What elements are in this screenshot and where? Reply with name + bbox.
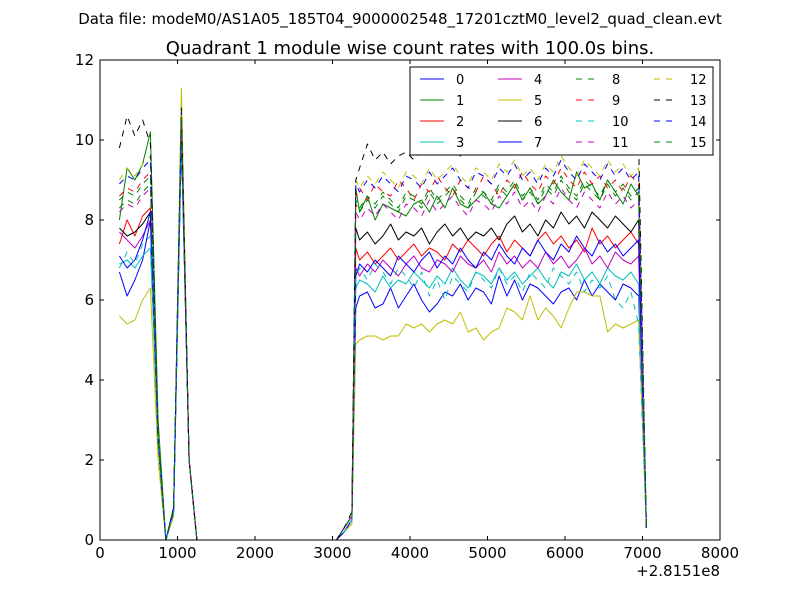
series-line-0 (118, 139, 647, 540)
series-line-5 (119, 87, 647, 540)
legend-label-10: 10 (612, 115, 629, 130)
legend-label-1: 1 (456, 94, 464, 109)
x-tick-label: 5000 (468, 544, 506, 562)
legend-label-13: 13 (690, 94, 707, 109)
series-line-4 (119, 123, 647, 540)
series-line-15 (119, 115, 647, 540)
x-tick-label: 0 (95, 544, 105, 562)
legend-label-9: 9 (612, 94, 620, 109)
y-tick-label: 8 (84, 211, 94, 229)
series-line-11 (119, 123, 647, 540)
legend-label-0: 0 (456, 73, 464, 88)
series-line-3 (119, 135, 647, 540)
y-tick-label: 0 (84, 531, 94, 549)
y-tick-label: 12 (75, 51, 94, 69)
y-tick-label: 6 (84, 291, 94, 309)
x-tick-label: 2000 (236, 544, 274, 562)
legend-label-2: 2 (456, 115, 464, 130)
x-tick-label: 1000 (158, 544, 196, 562)
legend-label-14: 14 (690, 115, 707, 130)
axis-layer: 0 1000 2000 3000 4000 5000 6000 7000 80000246810… (75, 51, 739, 562)
series-layer (118, 87, 647, 540)
series-line-6 (119, 119, 647, 540)
legend-label-4: 4 (534, 73, 542, 88)
x-tick-label: 6000 (546, 544, 584, 562)
series-line-9 (119, 119, 647, 540)
series-line-7 (118, 131, 647, 540)
series-line-12 (118, 103, 647, 540)
chart-title: Quadrant 1 module wise count rates with … (166, 38, 655, 59)
x-tick-label: 8000 (701, 544, 739, 562)
legend-label-12: 12 (690, 73, 707, 88)
legend-box (409, 66, 714, 156)
legend-label-7: 7 (534, 136, 542, 151)
y-tick-label: 2 (84, 451, 94, 469)
legend-label-5: 5 (534, 94, 542, 109)
legend-label-15: 15 (690, 136, 707, 151)
series-line-8 (119, 115, 647, 540)
x-tick-label: 7000 (623, 544, 661, 562)
legend-label-11: 11 (612, 136, 629, 151)
x-tick-label: 3000 (313, 544, 351, 562)
figure-suptitle: Data file: modeM0/AS1A05_185T04_90000025… (78, 10, 722, 29)
legend-label-8: 8 (612, 73, 620, 88)
legend-label-3: 3 (456, 136, 464, 151)
series-line-14 (119, 111, 647, 540)
legend-label-6: 6 (534, 115, 542, 130)
x-axis-offset-label: +2.8151e8 (636, 562, 720, 580)
series-line-1 (118, 115, 647, 540)
y-tick-label: 4 (84, 371, 94, 389)
series-line-2 (118, 127, 647, 540)
x-tick-label: 4000 (391, 544, 429, 562)
y-tick-label: 10 (75, 131, 94, 149)
